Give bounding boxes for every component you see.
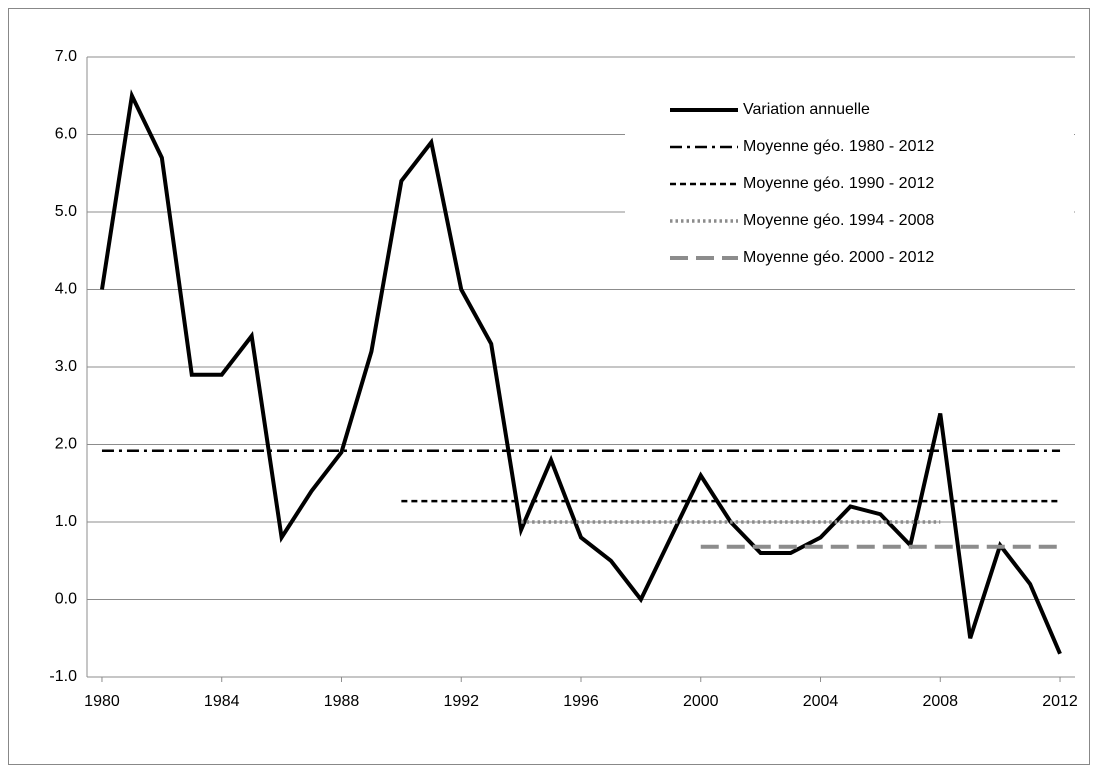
x-tick-label: 2008 [922,693,958,710]
x-tick-label: 2004 [803,693,839,710]
y-tick-label: -1.0 [49,668,77,685]
y-tick-label: 1.0 [55,513,77,530]
x-tick-label: 1984 [204,693,240,710]
y-tick-label: 2.0 [55,436,77,453]
y-tick-label: 0.0 [55,591,77,608]
y-tick-label: 7.0 [55,48,77,65]
legend-box [625,88,1074,283]
x-tick-label: 1980 [84,693,120,710]
x-tick-label: 1988 [324,693,360,710]
x-tick-label: 2000 [683,693,719,710]
legend-label: Moyenne géo. 1990 - 2012 [743,175,934,192]
legend-label: Moyenne géo. 1980 - 2012 [743,138,934,155]
series-line [99,89,1062,655]
x-tick-label: 1996 [563,693,599,710]
legend-label: Moyenne géo. 2000 - 2012 [743,249,934,266]
y-tick-label: 6.0 [55,126,77,143]
x-tick-label: 2012 [1042,693,1078,710]
y-tick-label: 5.0 [55,203,77,220]
y-tick-label: 4.0 [55,281,77,298]
legend-label: Moyenne géo. 1994 - 2008 [743,212,934,229]
legend-label: Variation annuelle [743,101,870,118]
x-tick-label: 1992 [443,693,479,710]
y-tick-label: 3.0 [55,358,77,375]
